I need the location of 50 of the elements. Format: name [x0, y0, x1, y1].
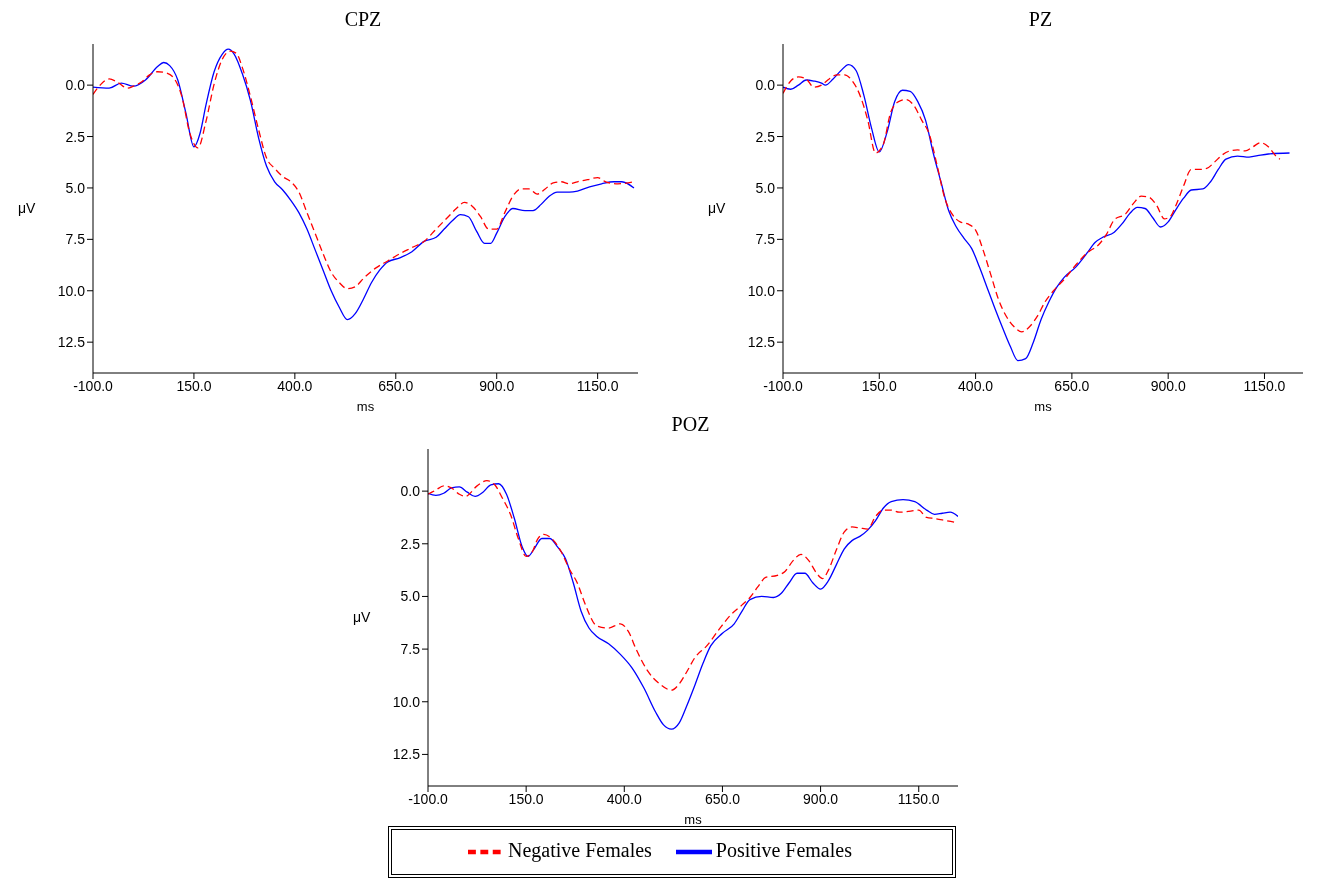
x-tick-label: 400.0	[277, 377, 313, 394]
x-tick-label: 650.0	[378, 377, 414, 394]
x-tick-label: -100.0	[763, 377, 804, 394]
x-tick-label: -100.0	[408, 790, 449, 807]
y-tick-label: 7.5	[65, 231, 86, 248]
y-axis-title: μV	[708, 200, 727, 217]
legend-label: Negative Females	[508, 838, 652, 861]
y-tick-label: 0.0	[400, 483, 421, 500]
chart-title: CPZ	[343, 8, 383, 32]
y-tick-label: 2.5	[400, 535, 421, 552]
x-tick-label: 650.0	[704, 790, 741, 807]
x-tick-label: -100.0	[73, 377, 114, 394]
y-tick-label: 5.0	[400, 588, 421, 605]
x-tick-label: 1150.0	[1243, 377, 1286, 394]
y-tick-label: 0.0	[755, 77, 776, 94]
x-tick-label: 150.0	[176, 377, 212, 394]
x-tick-label: 900.0	[1150, 377, 1186, 394]
y-tick-label: 2.5	[65, 128, 86, 145]
y-tick-label: 12.5	[57, 334, 86, 351]
x-tick-label: 400.0	[958, 377, 994, 394]
y-tick-label: 0.0	[65, 77, 86, 94]
y-tick-label: 10.0	[392, 693, 421, 710]
y-tick-label: 10.0	[57, 282, 86, 299]
x-tick-label: 400.0	[606, 790, 643, 807]
x-tick-label: 150.0	[861, 377, 898, 394]
x-tick-label: 1150.0	[576, 377, 619, 394]
x-tick-label: 900.0	[479, 377, 515, 394]
x-tick-label: 900.0	[803, 790, 839, 807]
x-axis-title: ms	[1034, 399, 1053, 414]
y-axis-title: μV	[18, 200, 37, 217]
y-tick-label: 10.0	[747, 282, 776, 299]
chart-title: POZ	[670, 413, 711, 437]
x-axis-title: ms	[356, 399, 375, 414]
y-tick-label: 12.5	[747, 334, 776, 351]
legend-label: Positive Females	[715, 838, 852, 861]
x-tick-label: 650.0	[1054, 377, 1090, 394]
y-tick-label: 5.0	[65, 179, 86, 196]
y-axis-title: μV	[353, 609, 372, 626]
x-tick-label: 150.0	[508, 790, 544, 807]
line-series	[783, 63, 1291, 362]
y-tick-label: 7.5	[755, 231, 776, 248]
chart-title: PZ	[1027, 8, 1054, 32]
y-tick-label: 5.0	[755, 179, 776, 196]
x-axis-title: ms	[684, 812, 703, 827]
y-tick-label: 7.5	[400, 641, 421, 658]
line-series	[783, 74, 1281, 333]
x-tick-label: 1150.0	[897, 790, 940, 807]
line-series	[428, 483, 958, 730]
y-tick-label: 12.5	[392, 746, 421, 763]
y-tick-label: 2.5	[755, 128, 776, 145]
